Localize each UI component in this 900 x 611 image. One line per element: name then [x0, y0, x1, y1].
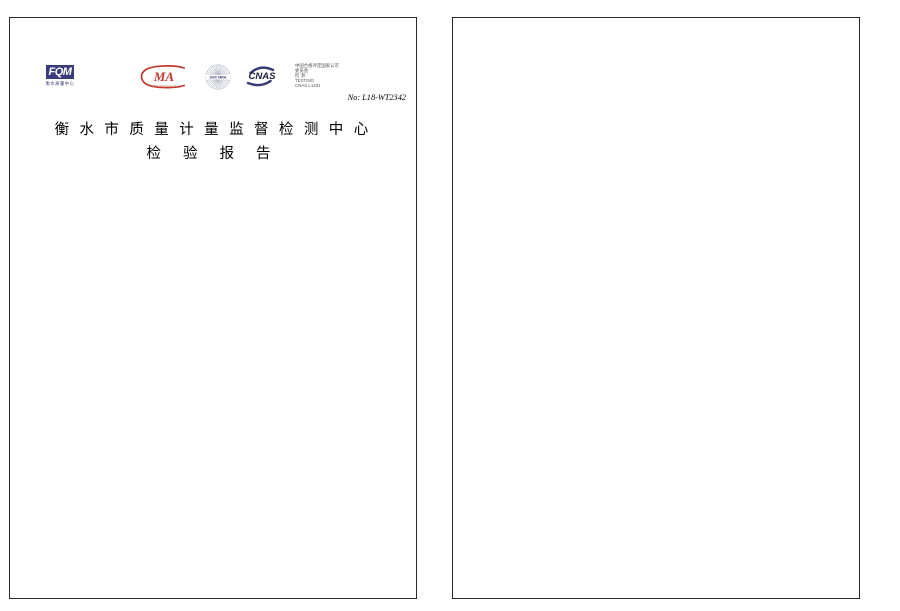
svg-text:MA: MA	[153, 69, 175, 84]
svg-text:CNAS: CNAS	[249, 71, 277, 82]
svg-text:JLRKZHENGHEGE: JLRKZHENGHEGE	[151, 84, 176, 88]
svg-text:SGC MRA: SGC MRA	[209, 75, 226, 79]
